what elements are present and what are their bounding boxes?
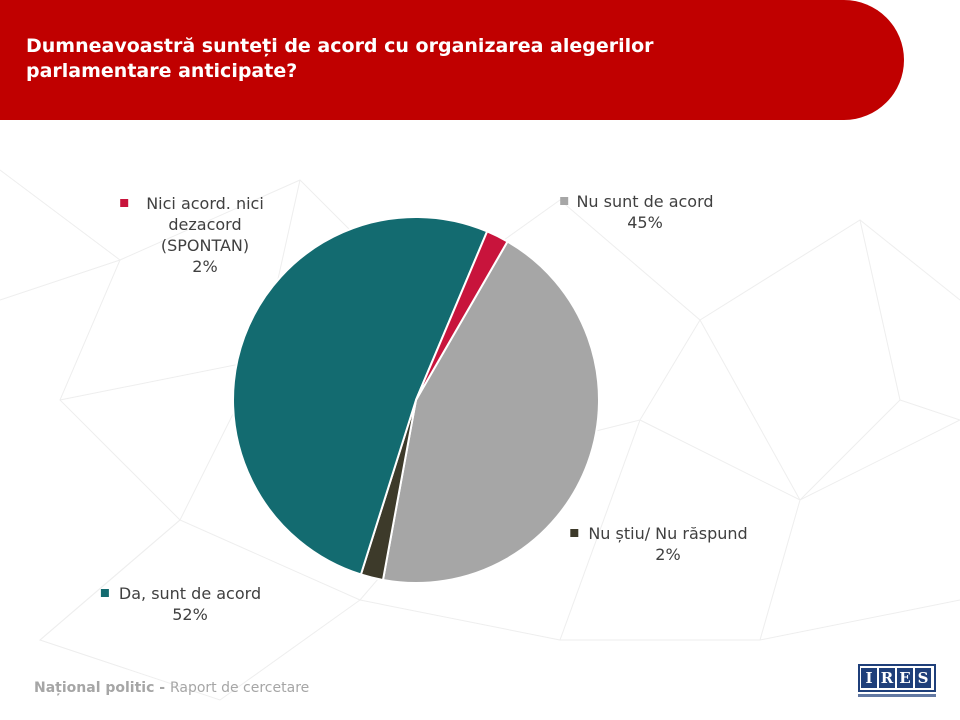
ires-logo-box: I R E S bbox=[858, 664, 936, 692]
logo-letter: E bbox=[897, 668, 913, 688]
logo-letter: I bbox=[861, 668, 877, 688]
slice-value-label: 2% bbox=[192, 257, 217, 276]
footer-report: Raport de cercetare bbox=[169, 680, 310, 696]
slice-label: Nu știu/ Nu răspund bbox=[588, 524, 747, 543]
slice-label: dezacord bbox=[168, 215, 241, 234]
ires-logo: I R E S bbox=[858, 664, 936, 697]
slice-label: Nici acord. nici bbox=[146, 194, 264, 213]
page-title: Dumneavoastră sunteți de acord cu organi… bbox=[26, 35, 654, 82]
slice-value-label: 45% bbox=[627, 213, 663, 232]
pie-slice bbox=[232, 216, 489, 576]
legend-marker bbox=[570, 529, 579, 537]
legend-marker bbox=[120, 199, 129, 207]
legend-marker bbox=[100, 589, 109, 597]
slice-label: (SPONTAN) bbox=[161, 236, 249, 255]
slice-value-label: 2% bbox=[655, 545, 680, 564]
pie-slice bbox=[381, 240, 600, 585]
footer: Național politic - Raport de cercetare bbox=[34, 680, 309, 696]
logo-letter: S bbox=[915, 668, 931, 688]
slice-label: Nu sunt de acord bbox=[576, 192, 713, 211]
logo-tagline-bar bbox=[858, 694, 936, 697]
logo-letter: R bbox=[879, 668, 895, 688]
slice-label: Da, sunt de acord bbox=[119, 584, 261, 603]
legend-marker bbox=[560, 197, 569, 205]
pie-slice bbox=[415, 230, 509, 401]
slice-value-label: 52% bbox=[172, 605, 208, 624]
header-banner: Dumneavoastră sunteți de acord cu organi… bbox=[0, 0, 904, 120]
footer-section: Național politic - bbox=[34, 680, 170, 696]
